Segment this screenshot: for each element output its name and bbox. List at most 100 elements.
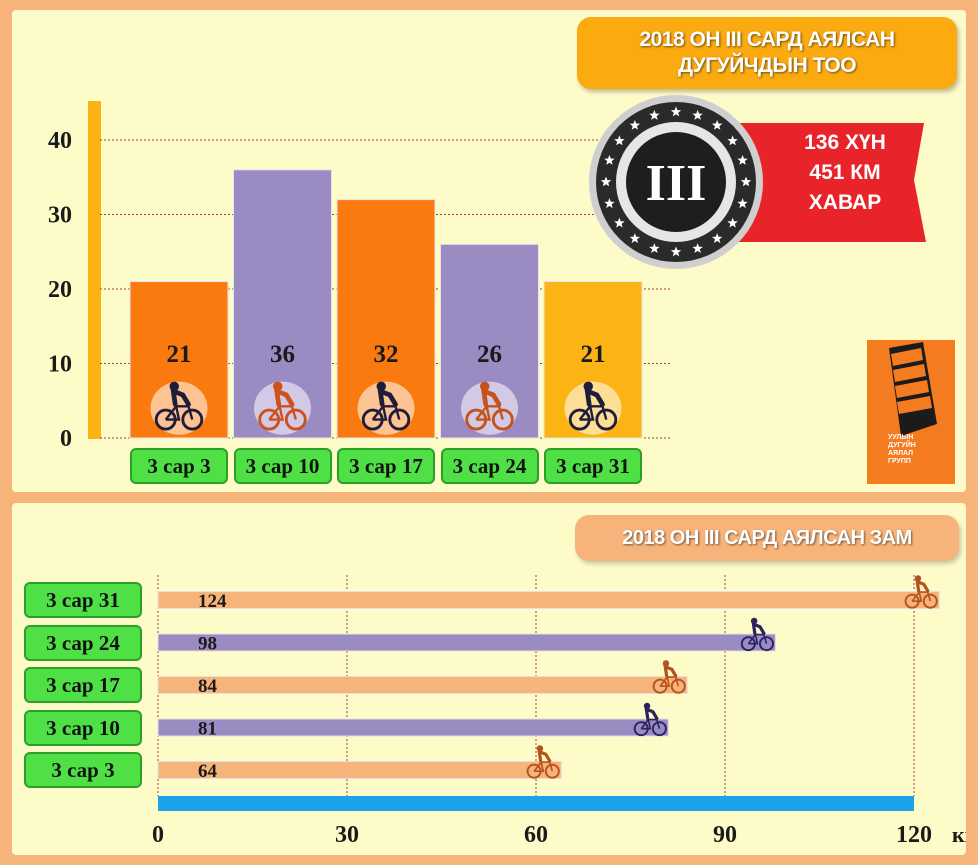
bar	[157, 718, 669, 737]
cyclist-icon	[150, 381, 208, 435]
riders-chart-panel: 2018 ОН III САРД АЯЛСАН ДУГУЙЧДЫН ТОО 0 1…	[12, 10, 966, 492]
ribbon-season: ХАВАР	[808, 191, 882, 214]
badge-numeral: III	[646, 155, 707, 212]
category-label: 3 сар 31	[544, 448, 642, 484]
x-axis-bar	[158, 796, 914, 811]
star-icon	[740, 176, 752, 187]
bar	[157, 591, 940, 609]
star-icon	[614, 135, 625, 146]
bar-value-label: 84	[198, 676, 218, 697]
category-label: 3 сар 3	[130, 448, 228, 484]
star-icon	[629, 119, 641, 130]
star-icon	[711, 119, 723, 130]
logo-word-2: ДУГУЙН	[888, 442, 916, 449]
x-tick-label: 0	[152, 822, 164, 848]
cyclist-icon	[461, 381, 518, 435]
y-tick-label: 10	[48, 352, 72, 378]
ribbon-shape	[732, 123, 926, 242]
bar-value-label: 36	[270, 341, 295, 368]
star-icon	[692, 243, 703, 253]
star-icon	[737, 198, 748, 209]
bar-value-label: 124	[198, 591, 227, 612]
category-label: 3 сар 3	[24, 752, 142, 788]
bar-value-label: 26	[477, 341, 502, 368]
badge-stars	[600, 106, 752, 257]
ribbon-distance: 451 КМ	[809, 161, 881, 184]
ribbon-people: 136 ХҮН	[804, 131, 886, 154]
y-tick-label: 40	[48, 128, 72, 154]
logo-word-4: ГРУПП	[888, 458, 911, 465]
star-icon	[737, 154, 748, 165]
y-tick-label: 0	[60, 426, 72, 452]
distance-gridlines	[157, 575, 915, 796]
star-icon	[614, 217, 625, 228]
star-icon	[649, 243, 660, 253]
cyclist-icon	[740, 617, 774, 652]
badge-center	[626, 132, 726, 232]
category-label: 3 сар 10	[24, 709, 142, 746]
distance-value-labels: 124 98 84 81 64	[198, 591, 227, 782]
ribbon-text: 136 ХҮН 451 КМ ХАВАР	[770, 128, 920, 218]
category-label: 3 сар 10	[233, 448, 332, 484]
bar-value-label: 81	[198, 719, 217, 740]
star-icon	[649, 109, 660, 120]
distance-chart-panel: 2018 ОН III САРД АЯЛСАН ЗАМ 124 98 84 81 64 …	[12, 503, 966, 855]
category-label: 3 сар 24	[440, 448, 539, 484]
distance-bars	[157, 591, 940, 779]
category-label: 3 сар 31	[24, 582, 142, 618]
star-icon	[604, 154, 615, 165]
category-label: 3 сар 24	[24, 624, 142, 661]
star-icon	[604, 198, 615, 209]
riders-title-line1: 2018 ОН III САРД АЯЛСАН	[639, 28, 895, 51]
cyclist-icon	[564, 381, 622, 435]
x-tick-label: 120	[896, 822, 932, 848]
riders-value-labels: 21 36 32 26 21	[167, 341, 606, 368]
distance-bar-chart: 124 98 84 81 64 0 30 60 90 120 км	[152, 575, 966, 848]
bar	[157, 676, 688, 694]
distance-cyclist-icons	[526, 575, 938, 779]
distance-chart-title: 2018 ОН III САРД АЯЛСАН ЗАМ	[575, 515, 959, 561]
star-icon	[711, 233, 723, 244]
building-logo-icon	[889, 342, 937, 436]
star-icon	[727, 217, 738, 228]
star-icon	[727, 135, 738, 146]
star-icon	[600, 176, 612, 187]
bar-value-label: 21	[581, 341, 606, 368]
x-tick-label: 30	[335, 822, 359, 848]
bar-value-label: 98	[198, 634, 217, 655]
bar-value-label: 64	[198, 761, 218, 782]
bar	[157, 633, 776, 652]
cyclist-icon	[633, 702, 667, 737]
x-tick-label: 60	[524, 822, 548, 848]
bar-value-label: 32	[374, 341, 399, 368]
y-tick-label: 30	[48, 203, 72, 229]
cyclist-icon	[652, 660, 686, 694]
x-tick-label: 90	[713, 822, 737, 848]
cyclist-icon	[254, 381, 311, 435]
riders-title-line2: ДУГУЙЧДЫН ТОО	[677, 54, 857, 77]
cyclist-icon	[357, 381, 415, 435]
star-icon	[670, 246, 682, 257]
cyclist-icon	[526, 745, 560, 779]
x-unit-label: км	[952, 822, 966, 847]
star-icon	[629, 233, 641, 244]
logo-word-3: АЯЛАЛ	[888, 450, 914, 457]
riders-bar-chart: 0 10 20 30 40 21 36 32 26 21 III	[48, 95, 926, 452]
bar	[157, 761, 562, 779]
riders-chart-title: 2018 ОН III САРД АЯЛСАН ДУГУЙЧДЫН ТОО	[577, 17, 957, 89]
riders-cyclist-icons	[150, 381, 622, 435]
y-tick-label: 20	[48, 277, 72, 303]
cyclist-icon	[904, 575, 938, 609]
distance-x-ticks: 0 30 60 90 120 км	[152, 822, 966, 848]
category-label: 3 сар 17	[24, 667, 142, 703]
group-logo-text: УУЛЫН ДУГУЙН АЯЛАЛ ГРУПП	[888, 434, 954, 466]
logo-word-1: УУЛЫН	[888, 434, 914, 441]
riders-y-ticks: 0 10 20 30 40	[48, 128, 72, 452]
season-badge: III	[589, 95, 926, 269]
group-logo	[867, 340, 955, 484]
star-icon	[692, 109, 703, 120]
bar-value-label: 21	[167, 341, 192, 368]
star-icon	[670, 106, 682, 117]
y-axis-bar	[88, 101, 101, 439]
category-label: 3 сар 17	[337, 448, 435, 484]
